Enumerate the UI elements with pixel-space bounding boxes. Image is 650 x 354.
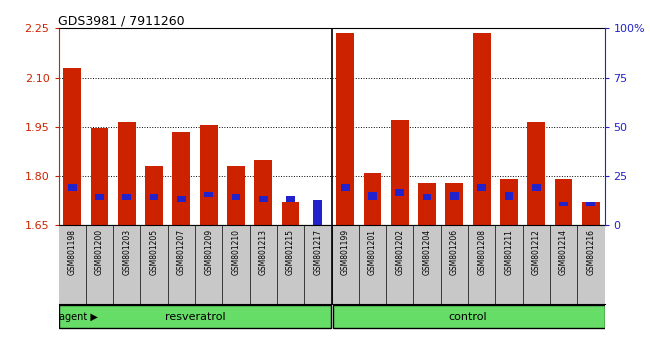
Text: GSM801208: GSM801208 [477,229,486,275]
Bar [63,68,81,225]
Bar [118,122,136,225]
Text: GSM801198: GSM801198 [68,229,77,275]
Text: GSM801203: GSM801203 [122,229,131,275]
Text: GSM801209: GSM801209 [204,229,213,275]
Text: GSM801199: GSM801199 [341,229,350,275]
Bar [227,166,245,225]
Bar [313,200,322,225]
Text: GSM801212: GSM801212 [532,229,541,275]
Bar [586,201,595,206]
Text: GSM801214: GSM801214 [559,229,568,275]
FancyBboxPatch shape [59,305,331,327]
FancyBboxPatch shape [333,305,605,327]
Bar [445,183,463,225]
Bar [145,166,163,225]
Bar [450,192,459,200]
Bar [309,225,327,227]
Bar [341,184,350,191]
Bar [368,192,377,200]
Text: GSM801206: GSM801206 [450,229,459,275]
Bar [281,202,300,225]
Text: GSM801210: GSM801210 [231,229,240,275]
Text: GSM801205: GSM801205 [150,229,159,275]
Bar [391,120,409,225]
Bar [395,189,404,196]
Text: GSM801211: GSM801211 [504,229,514,275]
Text: GSM801200: GSM801200 [95,229,104,275]
Bar [559,202,568,206]
Bar [68,184,77,191]
Text: GSM801215: GSM801215 [286,229,295,275]
Bar [336,33,354,225]
Text: resveratrol: resveratrol [164,312,226,322]
Bar [582,202,600,225]
Text: GSM801204: GSM801204 [422,229,432,275]
Bar [172,132,190,225]
Bar [177,196,186,201]
Bar [418,183,436,225]
Bar [150,194,159,200]
Bar [473,33,491,225]
Bar [231,194,240,200]
Text: GSM801216: GSM801216 [586,229,595,275]
Bar [122,194,131,200]
Bar [363,173,382,225]
Text: GDS3981 / 7911260: GDS3981 / 7911260 [58,14,185,27]
Bar [422,194,432,200]
Text: control: control [448,312,488,322]
Bar [286,196,295,201]
Bar [532,184,541,191]
Text: GSM801207: GSM801207 [177,229,186,275]
Bar [259,196,268,201]
Bar [90,129,109,225]
Bar [254,160,272,225]
Text: GSM801217: GSM801217 [313,229,322,275]
Bar [527,122,545,225]
Bar [95,194,104,200]
Text: agent ▶: agent ▶ [58,312,98,322]
Bar [504,192,514,200]
Bar [200,125,218,225]
Bar [554,179,573,225]
Text: GSM801213: GSM801213 [259,229,268,275]
Bar [500,179,518,225]
Text: GSM801202: GSM801202 [395,229,404,275]
Text: GSM801201: GSM801201 [368,229,377,275]
Bar [477,184,486,191]
Bar [204,192,213,197]
